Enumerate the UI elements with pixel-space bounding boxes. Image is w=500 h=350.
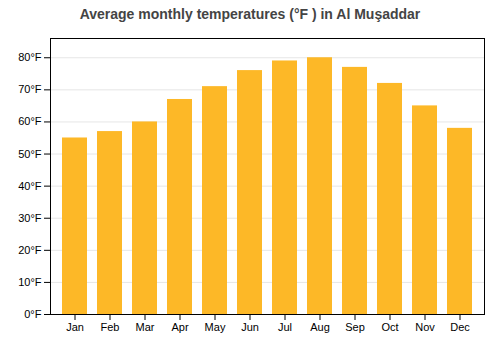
svg-text:Dec: Dec	[450, 321, 470, 333]
svg-text:80°F: 80°F	[18, 51, 42, 63]
svg-text:50°F: 50°F	[18, 148, 42, 160]
svg-text:Jun: Jun	[241, 321, 259, 333]
svg-text:Aug: Aug	[310, 321, 330, 333]
svg-text:10°F: 10°F	[18, 276, 42, 288]
svg-text:Sep: Sep	[345, 321, 365, 333]
svg-text:40°F: 40°F	[18, 180, 42, 192]
svg-text:70°F: 70°F	[18, 83, 42, 95]
html-text:Average monthly temperatures (: Average monthly temperatures (°F ) in Al…	[79, 6, 421, 22]
svg-text:May: May	[205, 321, 226, 333]
svg-text:60°F: 60°F	[18, 115, 42, 127]
svg-text:Nov: Nov	[415, 321, 435, 333]
svg-text:Feb: Feb	[101, 321, 120, 333]
svg-text:Oct: Oct	[381, 321, 398, 333]
svg-text:Apr: Apr	[171, 321, 188, 333]
svg-text:Mar: Mar	[136, 321, 155, 333]
svg-text:20°F: 20°F	[18, 244, 42, 256]
svg-text:Jul: Jul	[278, 321, 292, 333]
svg-text:Jan: Jan	[66, 321, 84, 333]
svg-text:30°F: 30°F	[18, 212, 42, 224]
svg-text:0°F: 0°F	[24, 308, 42, 320]
